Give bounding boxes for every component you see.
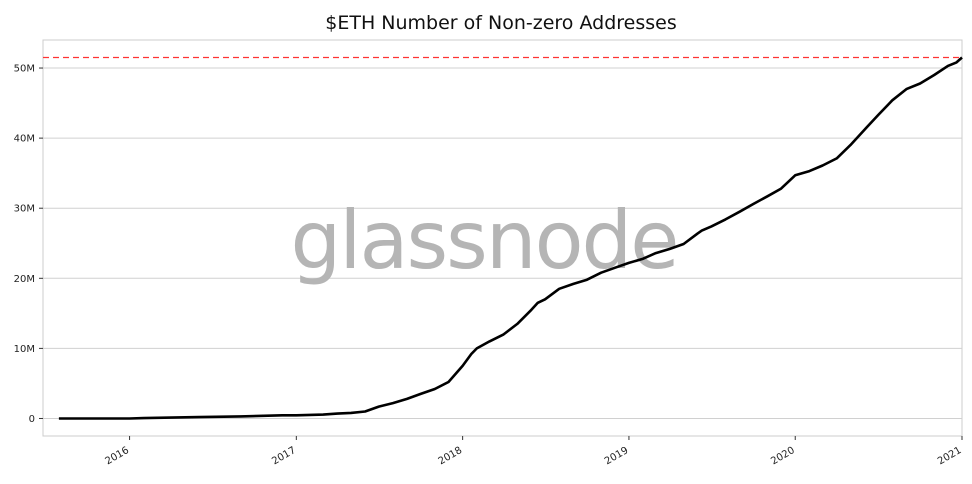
y-tick-label: 30M — [14, 204, 35, 215]
x-tick-label: 2017 — [270, 445, 298, 467]
y-tick-label: 40M — [14, 134, 35, 145]
y-tick-label: 20M — [14, 274, 35, 285]
x-tick-label: 2016 — [104, 445, 132, 467]
x-tick-label: 2021 — [936, 445, 964, 467]
x-axis-ticks: 2016 2017 2018 2019 2020 2021 — [104, 436, 964, 467]
grid-lines — [43, 67, 962, 419]
y-tick-label: 0 — [29, 414, 35, 425]
chart-title: $ETH Number of Non-zero Addresses — [325, 12, 676, 34]
y-tick-label: 50M — [14, 64, 35, 75]
x-tick-label: 2019 — [603, 445, 631, 467]
series-line — [58, 56, 963, 420]
x-tick-label: 2018 — [437, 445, 465, 467]
y-tick-label: 10M — [14, 344, 35, 355]
y-axis-ticks: 0 10M 20M 30M 40M 50M — [14, 64, 43, 425]
x-tick-label: 2020 — [769, 445, 797, 467]
plot-area — [42, 39, 963, 437]
watermark-logo: glassnode — [290, 194, 677, 287]
